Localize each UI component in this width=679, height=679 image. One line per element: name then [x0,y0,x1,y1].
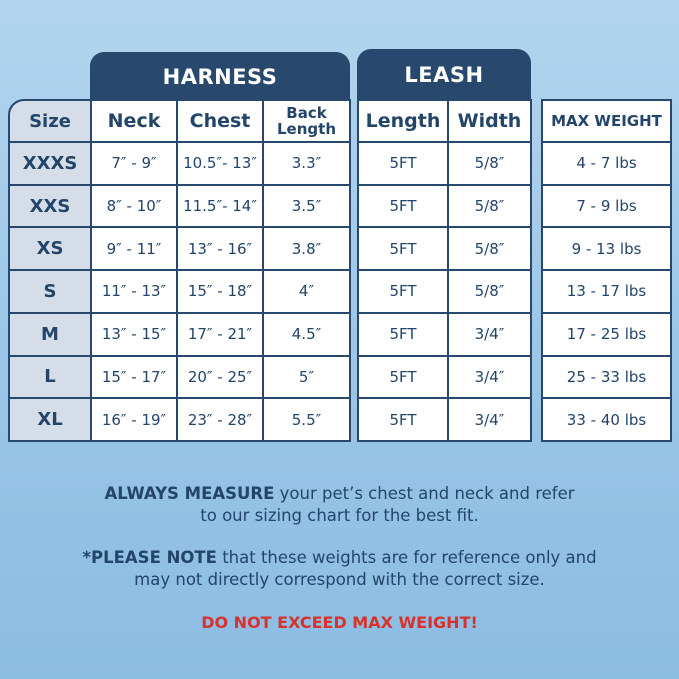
length-cell: 5FT [359,228,447,270]
please-note-text: that these weights are for reference onl… [134,548,597,589]
max-weight-table: MAX WEIGHT 4 - 7 lbs 7 - 9 lbs 9 - 13 lbs 13… [541,99,672,442]
weight-cell: 33 - 40 lbs [543,399,670,440]
measure-note-text: your pet’s chest and neck and refer to o… [200,484,575,525]
leash-table: Length Width 5FT 5/8″ 5FT 5/8″ 5FT 5/8″ 5FT 5/8″ 5… [357,99,532,442]
weight-cell: 25 - 33 lbs [543,356,670,398]
size-label: XXS [10,185,90,227]
neck-cell: 9″ - 11″ [92,228,176,270]
weight-cell: 9 - 13 lbs [543,228,670,270]
column-header: Width [449,101,530,141]
please-note: *PLEASE NOTE that these weights are for … [0,547,679,591]
column-header: Neck [92,101,176,141]
chest-cell: 11.5″- 14″ [178,185,262,227]
please-note-bold: *PLEASE NOTE [82,548,217,567]
back-cell: 4″ [264,271,349,312]
length-cell: 5FT [359,399,447,440]
chest-cell: 20″ - 25″ [178,356,262,398]
length-cell: 5FT [359,185,447,227]
chest-cell: 13″ - 16″ [178,228,262,270]
back-cell: 5.5″ [264,399,349,440]
chest-cell: 23″ - 28″ [178,399,262,440]
length-cell: 5FT [359,313,447,355]
size-column: Size XXXS XXS XS S M L XL [8,99,92,442]
back-cell: 5″ [264,356,349,398]
neck-cell: 16″ - 19″ [92,399,176,440]
chest-cell: 10.5″- 13″ [178,143,262,184]
neck-cell: 15″ - 17″ [92,356,176,398]
max-weight-warning: DO NOT EXCEED MAX WEIGHT! [201,613,478,632]
chest-cell: 17″ - 21″ [178,313,262,355]
length-cell: 5FT [359,271,447,312]
width-cell: 5/8″ [449,143,530,184]
length-cell: 5FT [359,143,447,184]
width-cell: 5/8″ [449,185,530,227]
column-header: Length [359,101,447,141]
size-label: XS [10,228,90,270]
back-cell: 3.8″ [264,228,349,270]
back-cell: 3.3″ [264,143,349,184]
size-label: L [10,356,90,398]
size-label: M [10,313,90,355]
weight-cell: 4 - 7 lbs [543,143,670,184]
size-label: XXXS [10,143,90,184]
width-cell: 5/8″ [449,228,530,270]
back-cell: 3.5″ [264,185,349,227]
width-cell: 5/8″ [449,271,530,312]
weight-cell: 17 - 25 lbs [543,313,670,355]
harness-header: HARNESS [90,52,350,101]
width-cell: 3/4″ [449,313,530,355]
neck-cell: 7″ - 9″ [92,143,176,184]
leash-header: LEASH [357,49,531,101]
width-cell: 3/4″ [449,399,530,440]
harness-table: Neck Chest Back Length 7″ - 9″ 10.5″- 13″ 3.3… [90,99,351,442]
chest-cell: 15″ - 18″ [178,271,262,312]
width-cell: 3/4″ [449,356,530,398]
column-header: Chest [178,101,262,141]
measure-note-bold: ALWAYS MEASURE [104,484,275,503]
measure-note: ALWAYS MEASURE your pet’s chest and neck… [0,483,679,527]
size-header: Size [10,101,90,141]
neck-cell: 11″ - 13″ [92,271,176,312]
column-header: MAX WEIGHT [543,101,670,141]
size-label: S [10,271,90,312]
weight-cell: 7 - 9 lbs [543,185,670,227]
back-cell: 4.5″ [264,313,349,355]
size-label: XL [10,399,90,440]
column-header: Back Length [264,101,349,141]
neck-cell: 8″ - 10″ [92,185,176,227]
length-cell: 5FT [359,356,447,398]
weight-cell: 13 - 17 lbs [543,271,670,312]
neck-cell: 13″ - 15″ [92,313,176,355]
